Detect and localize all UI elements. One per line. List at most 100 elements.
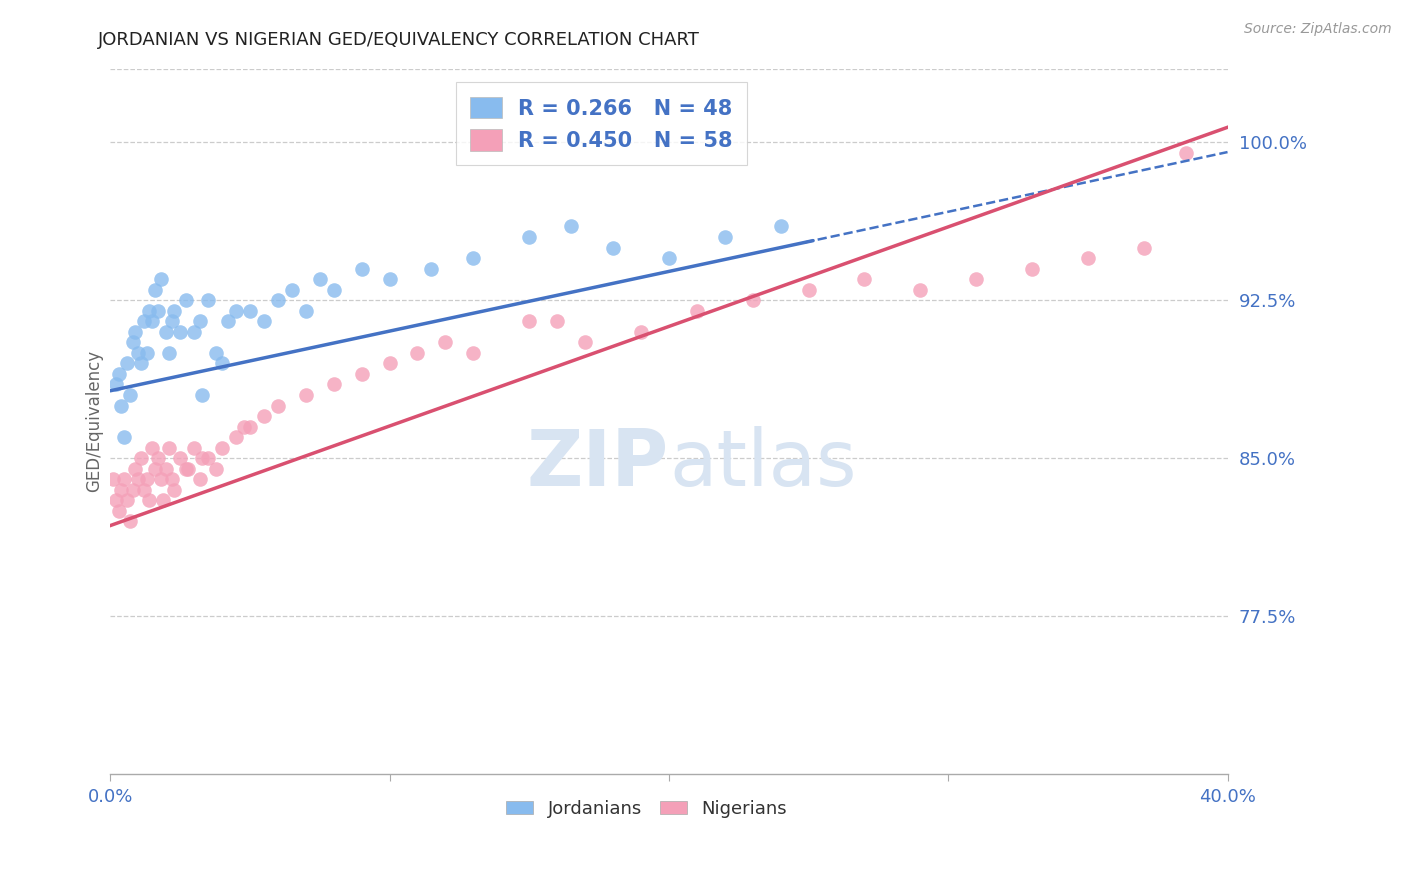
Point	[138, 303, 160, 318]
Point	[112, 472, 135, 486]
Point	[132, 314, 155, 328]
Point	[602, 241, 624, 255]
Point	[225, 430, 247, 444]
Point	[378, 356, 401, 370]
Point	[686, 303, 709, 318]
Point	[112, 430, 135, 444]
Point	[110, 399, 132, 413]
Point	[129, 451, 152, 466]
Point	[132, 483, 155, 497]
Point	[322, 377, 344, 392]
Point	[239, 419, 262, 434]
Point	[115, 493, 138, 508]
Point	[853, 272, 876, 286]
Point	[322, 283, 344, 297]
Point	[1077, 251, 1099, 265]
Point	[658, 251, 681, 265]
Point	[517, 230, 540, 244]
Point	[211, 441, 233, 455]
Point	[378, 272, 401, 286]
Point	[225, 303, 247, 318]
Point	[630, 325, 652, 339]
Point	[188, 472, 211, 486]
Point	[107, 367, 129, 381]
Point	[174, 293, 197, 308]
Point	[205, 461, 228, 475]
Point	[239, 303, 262, 318]
Point	[308, 272, 330, 286]
Point	[434, 335, 457, 350]
Point	[121, 335, 143, 350]
Point	[253, 409, 276, 423]
Point	[115, 356, 138, 370]
Point	[463, 346, 485, 360]
Point	[110, 483, 132, 497]
Point	[183, 325, 205, 339]
Point	[294, 388, 316, 402]
Point	[713, 230, 735, 244]
Point	[169, 451, 191, 466]
Point	[1132, 241, 1154, 255]
Point	[155, 461, 177, 475]
Point	[420, 261, 443, 276]
Text: ZIP: ZIP	[527, 425, 669, 501]
Point	[121, 483, 143, 497]
Point	[769, 219, 792, 234]
Point	[406, 346, 429, 360]
Point	[267, 293, 290, 308]
Point	[157, 346, 180, 360]
Point	[233, 419, 256, 434]
Point	[191, 388, 214, 402]
Point	[163, 483, 186, 497]
Point	[152, 493, 174, 508]
Text: JORDANIAN VS NIGERIAN GED/EQUIVALENCY CORRELATION CHART: JORDANIAN VS NIGERIAN GED/EQUIVALENCY CO…	[98, 31, 700, 49]
Point	[127, 472, 149, 486]
Point	[160, 472, 183, 486]
Point	[129, 356, 152, 370]
Point	[217, 314, 239, 328]
Point	[174, 461, 197, 475]
Point	[741, 293, 763, 308]
Point	[169, 325, 191, 339]
Point	[135, 472, 157, 486]
Point	[574, 335, 596, 350]
Point	[183, 441, 205, 455]
Point	[146, 303, 169, 318]
Point	[143, 461, 166, 475]
Point	[149, 472, 172, 486]
Point	[1021, 261, 1043, 276]
Point	[517, 314, 540, 328]
Point	[149, 272, 172, 286]
Point	[205, 346, 228, 360]
Point	[118, 388, 141, 402]
Point	[107, 504, 129, 518]
Point	[157, 441, 180, 455]
Point	[191, 451, 214, 466]
Point	[104, 493, 127, 508]
Point	[267, 399, 290, 413]
Point	[155, 325, 177, 339]
Point	[104, 377, 127, 392]
Text: Source: ZipAtlas.com: Source: ZipAtlas.com	[1244, 22, 1392, 37]
Point	[127, 346, 149, 360]
Point	[141, 314, 163, 328]
Point	[146, 451, 169, 466]
Point	[118, 514, 141, 528]
Point	[124, 325, 146, 339]
Point	[797, 283, 820, 297]
Point	[350, 261, 373, 276]
Point	[1174, 145, 1197, 160]
Point	[281, 283, 304, 297]
Text: atlas: atlas	[669, 425, 856, 501]
Point	[197, 293, 219, 308]
Point	[546, 314, 568, 328]
Point	[163, 303, 186, 318]
Point	[965, 272, 987, 286]
Point	[138, 493, 160, 508]
Point	[211, 356, 233, 370]
Point	[197, 451, 219, 466]
Point	[101, 472, 124, 486]
Point	[135, 346, 157, 360]
Point	[560, 219, 582, 234]
Point	[177, 461, 200, 475]
